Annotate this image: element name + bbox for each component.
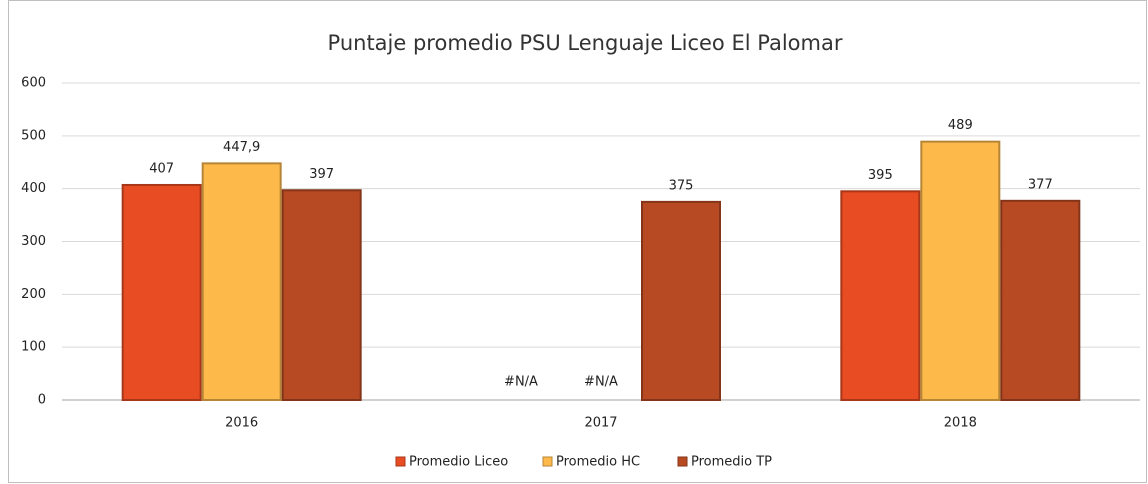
y-tick-label: 200: [21, 287, 46, 302]
legend-label: Promedio HC: [556, 455, 640, 470]
bar: [121, 183, 202, 401]
x-tick-label: 2017: [584, 416, 617, 431]
y-tick-label: 600: [21, 76, 46, 91]
legend-label: Promedio Liceo: [409, 455, 508, 470]
y-tick-label: 400: [21, 181, 46, 196]
data-label: #N/A: [504, 375, 538, 390]
data-label: 447,9: [223, 140, 260, 155]
data-label: 397: [309, 167, 334, 182]
bar: [920, 140, 1001, 402]
y-tick-label: 300: [21, 234, 46, 249]
y-tick-label: 0: [38, 393, 46, 408]
bar: [281, 189, 362, 401]
x-tick-label: 2018: [944, 416, 977, 431]
x-tick-label: 2016: [225, 416, 258, 431]
data-label: #N/A: [584, 375, 618, 390]
legend-swatch: [677, 456, 688, 467]
legend-swatch: [542, 456, 553, 467]
data-label: 377: [1028, 177, 1053, 192]
legend-label: Promedio TP: [691, 455, 772, 470]
bar: [201, 162, 282, 401]
data-label: 375: [669, 178, 694, 193]
chart-title: Puntaje promedio PSU Lenguaje Liceo El P…: [328, 31, 843, 55]
bar: [641, 200, 721, 401]
legend-swatch: [395, 456, 406, 467]
data-label: 395: [868, 168, 893, 183]
bar: [840, 190, 921, 401]
y-tick-label: 100: [21, 340, 46, 355]
bar: [1000, 199, 1081, 401]
data-label: 489: [948, 118, 973, 133]
y-tick-label: 500: [21, 128, 46, 143]
data-label: 407: [149, 161, 174, 176]
